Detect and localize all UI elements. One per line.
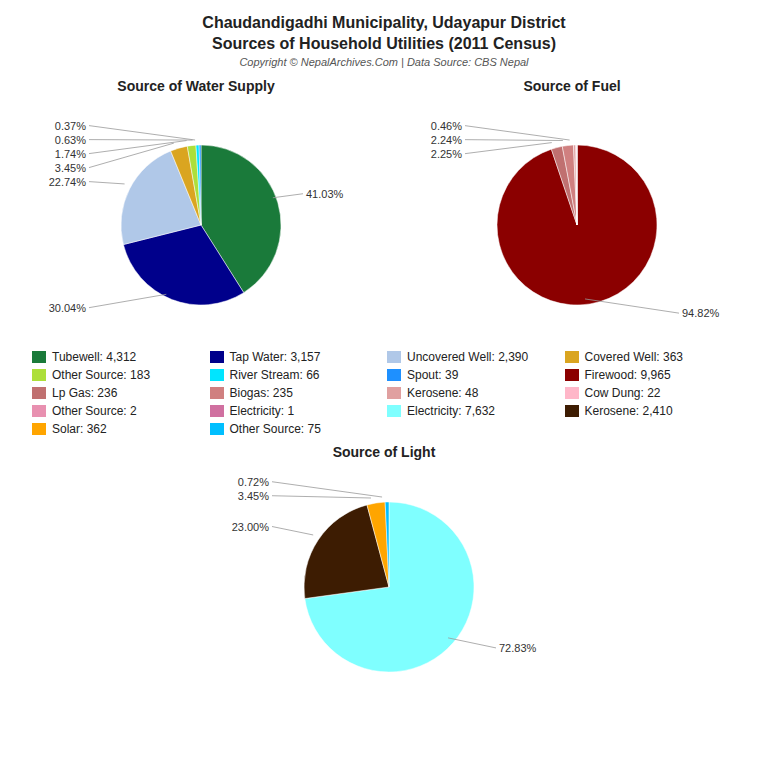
html-text:Sources of Household Utilities: Sources of Household Utilities (2011 Cen… <box>212 35 556 52</box>
svg-text:0.63%: 0.63% <box>55 134 86 146</box>
html-text:Tap Water: 3,157: Tap Water: 3,157 <box>229 350 321 364</box>
html-text:Solar: 362: Solar: 362 <box>52 422 107 436</box>
svg-text:3.45%: 3.45% <box>55 162 86 174</box>
html-text:Other Source: 2: Other Source: 2 <box>52 404 137 418</box>
html-text:Source of Light: Source of Light <box>332 444 436 460</box>
html-text:Electricity: 1: Electricity: 1 <box>229 404 295 418</box>
html-text:Kerosene: 48: Kerosene: 48 <box>407 386 479 400</box>
svg-text:0.46%: 0.46% <box>431 120 462 132</box>
html-text:Spout: 39: Spout: 39 <box>407 368 459 382</box>
html-text:Uncovered Well: 2,390: Uncovered Well: 2,390 <box>407 350 529 364</box>
html-text:Tubewell: 4,312: Tubewell: 4,312 <box>52 350 137 364</box>
html-text:Covered Well: 363: Covered Well: 363 <box>584 350 683 364</box>
html-text:Kerosene: 2,410: Kerosene: 2,410 <box>584 404 673 418</box>
svg-text:30.04%: 30.04% <box>49 302 87 314</box>
svg-text:23.00%: 23.00% <box>232 521 270 533</box>
svg-text:0.72%: 0.72% <box>238 476 269 488</box>
svg-text:22.74%: 22.74% <box>49 176 87 188</box>
svg-text:94.82%: 94.82% <box>682 307 720 319</box>
svg-text:2.25%: 2.25% <box>431 148 462 160</box>
html-text:Firewood: 9,965: Firewood: 9,965 <box>584 368 671 382</box>
html-text:Electricity: 7,632: Electricity: 7,632 <box>407 404 495 418</box>
svg-text:3.45%: 3.45% <box>238 490 269 502</box>
html-text:Chaudandigadhi Municipality, U: Chaudandigadhi Municipality, Udayapur Di… <box>202 14 566 31</box>
html-text:River Stream: 66: River Stream: 66 <box>229 368 320 382</box>
svg-text:72.83%: 72.83% <box>499 642 537 654</box>
svg-text:2.24%: 2.24% <box>431 134 462 146</box>
svg-text:41.03%: 41.03% <box>306 188 344 200</box>
html-text:Source of Fuel: Source of Fuel <box>523 78 621 94</box>
svg-text:1.74%: 1.74% <box>55 148 86 160</box>
html-text:Copyright © NepalArchives.Com: Copyright © NepalArchives.Com | Data Sou… <box>239 56 529 68</box>
html-text:Source of Water Supply: Source of Water Supply <box>117 78 275 94</box>
html-text:Other Source: 183: Other Source: 183 <box>52 368 151 382</box>
html-text:Biogas: 235: Biogas: 235 <box>229 386 293 400</box>
html-text:Lp Gas: 236: Lp Gas: 236 <box>52 386 118 400</box>
html-text:Other Source: 75: Other Source: 75 <box>229 422 321 436</box>
html-text:Cow Dung: 22: Cow Dung: 22 <box>584 386 661 400</box>
svg-text:0.37%: 0.37% <box>55 120 86 132</box>
